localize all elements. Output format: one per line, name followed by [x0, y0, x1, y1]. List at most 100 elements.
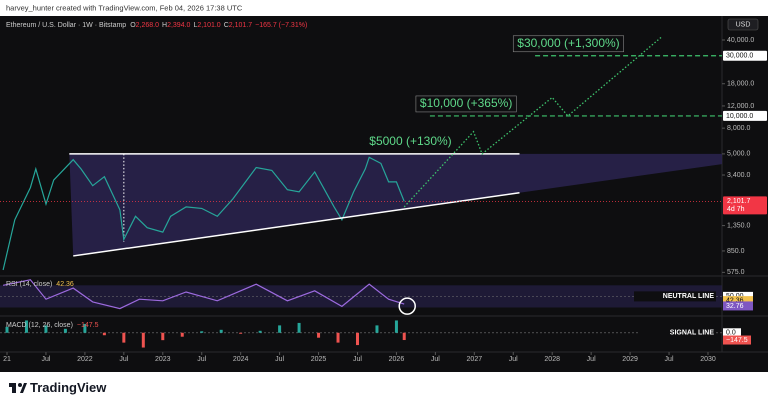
macd-bar [141, 332, 145, 348]
x-tick-label: 2024 [233, 356, 249, 363]
target-label: $10,000 (+365%) [420, 96, 512, 110]
rsi-highlight [398, 297, 416, 315]
y-tick-label: 850.0 [727, 248, 745, 255]
y-tick-label: 0.0 [726, 330, 736, 337]
rsi-badge-label: 42.36 [726, 297, 744, 304]
ohlc-key: O [130, 22, 136, 29]
countdown-label: 4d 7h [727, 206, 745, 213]
x-tick-label: 2030 [700, 356, 716, 363]
rsi-value: 42.36 [56, 281, 74, 288]
y-tick-label: 18,000.0 [727, 81, 754, 88]
rsi-legend: RSI (14, close) 42.36 [6, 281, 74, 288]
rsi-title: RSI (14, close) [6, 281, 52, 288]
ohlc-value: 2,268.0 [136, 22, 159, 29]
ohlc-key: C [224, 22, 229, 29]
target-tick-box [723, 110, 767, 121]
macd-bar [375, 325, 379, 333]
symbol-legend: Ethereum / U.S. Dollar · 1W · Bitstamp O2… [6, 22, 307, 29]
ohlc-value: 2,101.0 [197, 22, 220, 29]
x-tick-label: 2029 [622, 356, 638, 363]
macd-bar [102, 332, 106, 336]
x-tick-label: 2027 [467, 356, 483, 363]
triangle-fill [69, 153, 722, 256]
projection-line [403, 36, 662, 208]
macd-bar [317, 332, 321, 338]
change-value: −165.7 (−7.31%) [255, 22, 307, 29]
line-label: NEUTRAL LINE [663, 293, 715, 300]
line-label-box [634, 291, 716, 302]
ohlc-value: 2,394.0 [167, 22, 190, 29]
macd-bar [355, 332, 359, 346]
ohlc-key: L [193, 22, 197, 29]
target-tick-label: 10,000.0 [726, 113, 753, 120]
footer-bar [0, 372, 768, 407]
macd-bar [297, 322, 301, 333]
macd-bar [24, 320, 28, 333]
tv-logo [9, 383, 27, 393]
macd-bar [44, 325, 48, 333]
target-label: $5000 (+130%) [369, 134, 451, 148]
header-bar [0, 0, 768, 16]
footer-brand: TradingView [30, 380, 107, 395]
header-text: harvey_hunter created with TradingView.c… [6, 3, 243, 12]
macd-badge-label: −147.5 [726, 337, 748, 344]
x-tick-label: Jul [197, 356, 206, 363]
currency-box [727, 18, 759, 31]
x-tick-label: Jul [275, 356, 284, 363]
macd-bar [122, 332, 126, 343]
y-tick-label: 12,000.0 [727, 103, 754, 110]
x-tick-label: Jul [665, 356, 674, 363]
currency-label: USD [736, 21, 751, 28]
price-line [2, 279, 405, 310]
macd-bar [258, 330, 262, 333]
x-tick-label: 2028 [544, 356, 560, 363]
macd-bar [402, 332, 406, 341]
y-tick-label: 5,000.0 [727, 151, 750, 158]
macd-bar [278, 325, 282, 333]
macd-title: MACD (12, 26, close) [6, 322, 73, 329]
macd-badge [723, 335, 751, 345]
macd-bar [83, 323, 87, 333]
y-tick-label: 1,350.0 [727, 222, 750, 229]
target-tick-label: 30,000.0 [726, 53, 753, 60]
symbol-title: Ethereum / U.S. Dollar · 1W · Bitstamp [6, 22, 126, 29]
macd-bar [239, 332, 243, 334]
macd-bar [5, 326, 9, 333]
macd-legend: MACD (12, 26, close) −147.5 [6, 322, 99, 329]
ohlc-value: 2,101.7 [229, 22, 252, 29]
y-tick-label: 3,400.0 [727, 172, 750, 179]
price-line [2, 156, 405, 271]
x-tick-label: 2026 [389, 356, 405, 363]
x-tick-label: Jul [353, 356, 362, 363]
y-tick-label: 40,000.0 [727, 37, 754, 44]
x-tick-label: 2025 [311, 356, 327, 363]
target-label-box [512, 35, 624, 53]
line-label-box [640, 327, 716, 338]
x-tick-label: 2023 [155, 356, 171, 363]
triangle-bottom [73, 192, 520, 257]
line-label: SIGNAL LINE [670, 330, 715, 337]
macd-bar [200, 331, 204, 333]
macd-bar [219, 329, 223, 333]
macd-bar [394, 320, 398, 333]
x-tick-label: Jul [119, 356, 128, 363]
y-tick-label: 8,000.0 [727, 125, 750, 132]
last-price-box [723, 196, 767, 215]
rsi-badge [723, 296, 753, 306]
x-tick-label: 2022 [77, 356, 93, 363]
rsi-badge [723, 301, 753, 311]
y-tick-label: 575.0 [727, 269, 745, 276]
target-tick-box [723, 50, 767, 61]
y-tick-box [723, 328, 741, 338]
x-tick-label: Jul [431, 356, 440, 363]
rsi-badge-label: 32.76 [726, 303, 744, 310]
macd-bar [336, 332, 340, 343]
macd-bar [180, 332, 184, 337]
macd-bar [161, 332, 165, 341]
x-tick-label: Jul [587, 356, 596, 363]
target-label-box [415, 95, 517, 113]
x-tick-label: 21 [3, 356, 11, 363]
macd-value: −147.5 [77, 322, 99, 329]
ohlc-key: H [162, 22, 167, 29]
